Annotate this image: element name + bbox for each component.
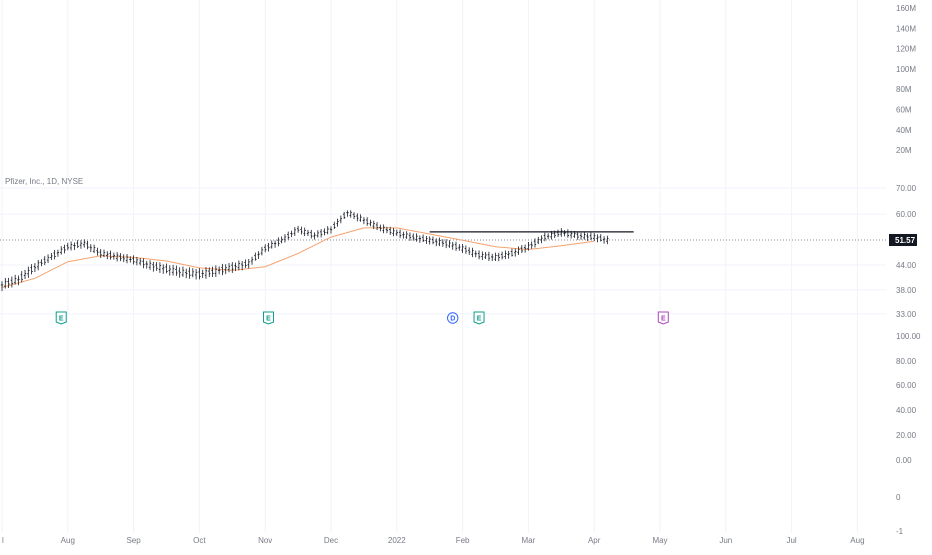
time-axis-label: Oct [193,536,206,545]
oscillator-tick-label: 20.00 [896,431,917,440]
price-bars [0,210,609,291]
time-axis-label: Apr [588,536,601,545]
event-badge [262,311,274,325]
event-label: E [477,316,482,323]
price-tick-label: 38.00 [896,286,917,295]
event-label: E [59,316,64,323]
time-axis-label: Jul [786,536,796,545]
earnings-event-marker: E [657,311,669,325]
time-axis-label: May [652,536,667,545]
dividend-event-marker: D [447,312,459,324]
price-tick-label: 33.00 [896,310,917,319]
event-badge [473,311,485,325]
earnings-event-marker: E [55,311,67,325]
oscillator-tick-label: 100.00 [896,332,921,341]
oscillator-tick-label: -1 [896,527,904,536]
price-tick-label: 70.00 [896,184,917,193]
current-price-label: 51.57 [895,236,916,245]
volume-tick-label: 120M [896,45,916,54]
time-axis-label: Nov [258,536,272,545]
volume-tick-label: 40M [896,126,912,135]
time-axis-label: l [2,536,4,545]
oscillator-tick-label: 80.00 [896,357,917,366]
earnings-event-marker: E [473,311,485,325]
grid [0,0,886,533]
time-axis-label: Mar [522,536,536,545]
volume-tick-label: 20M [896,146,912,155]
volume-tick-label: 80M [896,85,912,94]
volume-tick-label: 140M [896,24,916,33]
event-label: E [661,316,666,323]
time-axis-label: Jun [719,536,732,545]
event-badge [55,311,67,325]
symbol-label: Pfizer, Inc., 1D, NYSE [5,177,84,186]
event-badge [657,311,669,325]
time-axis-label: Aug [61,536,75,545]
event-label: E [266,316,271,323]
earnings-event-marker: E [262,311,274,325]
oscillator-tick-label: 60.00 [896,381,917,390]
volume-tick-label: 160M [896,4,916,13]
price-tick-label: 44.00 [896,261,917,270]
time-axis-label: Aug [850,536,864,545]
current-price-tag: 51.57 [889,234,917,246]
volume-tick-label: 60M [896,106,912,115]
price-tick-label: 60.00 [896,210,917,219]
oscillator-tick-label: 0 [896,493,901,502]
oscillator-tick-label: 40.00 [896,406,917,415]
time-axis-label: Feb [456,536,470,545]
time-axis-label: Sep [126,536,141,545]
volume-tick-label: 100M [896,65,916,74]
time-axis-label: 2022 [388,536,406,545]
event-badge [447,312,459,324]
oscillator-tick-label: 0.00 [896,456,912,465]
time-axis-label: Dec [324,536,338,545]
event-label: D [450,316,455,323]
current-price-tag-bg [889,234,917,246]
